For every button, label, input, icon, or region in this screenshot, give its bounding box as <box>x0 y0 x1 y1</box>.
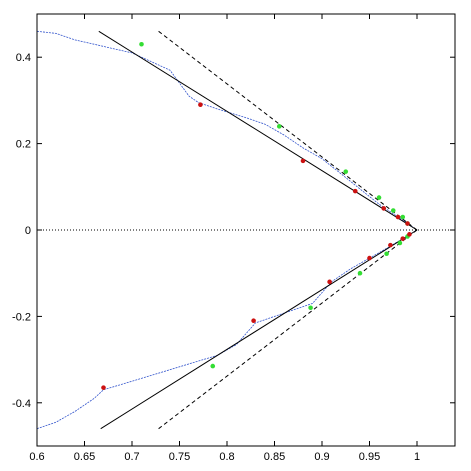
x-tick-label: 0.7 <box>124 451 139 463</box>
x-tick-label: 0.9 <box>314 451 329 463</box>
y-tick-label: 0.4 <box>16 52 31 64</box>
series-line <box>158 229 418 430</box>
marker <box>276 124 282 129</box>
series-line <box>100 229 418 430</box>
y-tick-label: 0 <box>25 225 31 237</box>
y-tick-label: -0.2 <box>12 311 31 323</box>
marker <box>407 232 412 237</box>
marker <box>400 214 406 220</box>
x-tick-label: 0.8 <box>219 451 234 463</box>
x-tick-label: 1 <box>414 451 420 463</box>
x-tick-label: 0.85 <box>264 451 285 463</box>
series-line <box>36 229 418 430</box>
x-tick-label: 0.6 <box>29 451 44 463</box>
marker <box>390 208 396 213</box>
marker <box>376 195 382 200</box>
marker <box>381 206 387 211</box>
marker <box>308 305 313 311</box>
marker <box>210 363 216 369</box>
x-tick-label: 0.95 <box>359 451 380 463</box>
y-tick-label: -0.4 <box>12 398 31 410</box>
series-line <box>36 30 418 231</box>
marker <box>397 240 403 246</box>
marker <box>367 255 372 261</box>
series-line <box>98 30 418 231</box>
marker <box>327 279 332 285</box>
marker <box>101 385 106 390</box>
marker <box>300 158 306 164</box>
marker <box>405 221 410 226</box>
marker <box>343 169 349 174</box>
marker <box>198 102 203 108</box>
marker <box>251 318 256 324</box>
x-tick-label: 0.75 <box>169 451 190 463</box>
series-line <box>158 30 418 231</box>
marker <box>352 188 358 194</box>
y-tick-label: 0.2 <box>16 139 31 151</box>
marker <box>384 251 389 257</box>
marker <box>357 270 363 276</box>
marker <box>388 242 393 248</box>
plot-frame <box>36 13 456 447</box>
marker <box>395 214 401 220</box>
marker <box>139 41 144 47</box>
x-tick-label: 0.65 <box>74 451 95 463</box>
marker <box>400 236 406 241</box>
